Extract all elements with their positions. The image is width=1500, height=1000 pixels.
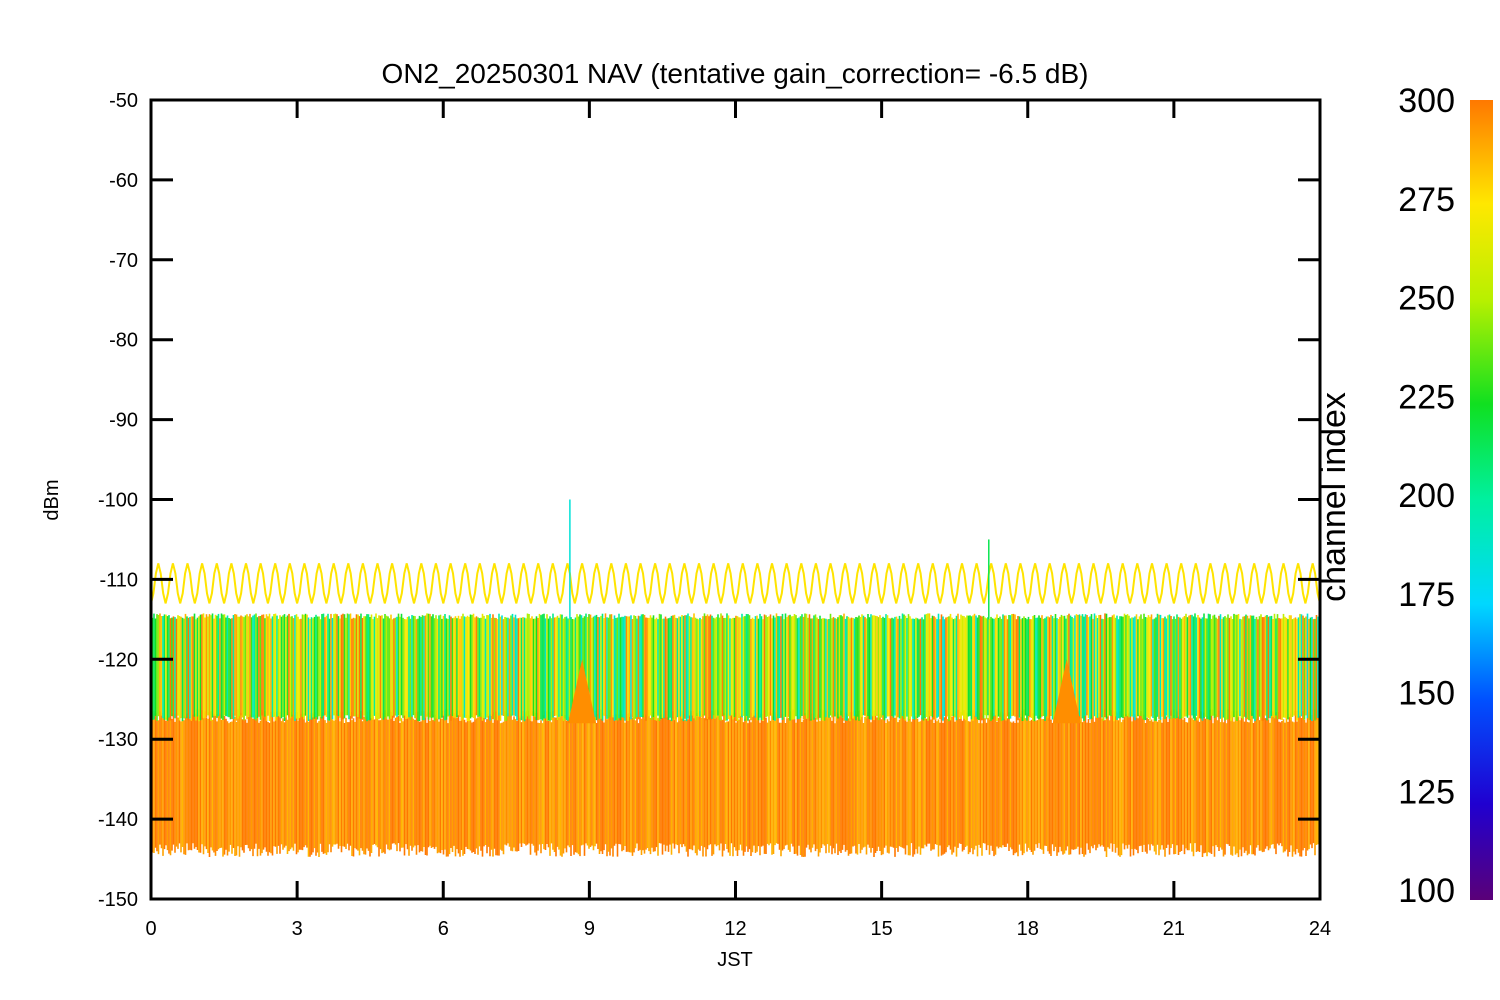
colorbar: 300 275 250 225 200 175 150 125 100 channel inde…	[1315, 82, 1493, 910]
colorbar-tick-label: 225	[1398, 378, 1455, 416]
band-noise-floor	[151, 709, 1320, 858]
x-tick-label: 21	[1163, 918, 1185, 940]
colorbar-gradient	[1470, 100, 1493, 900]
x-axis-label: JST	[717, 949, 753, 971]
colorbar-label: channel index	[1315, 392, 1353, 602]
band-mid-band	[151, 613, 1320, 722]
colorbar-tick-label: 100	[1398, 872, 1455, 910]
y-tick-label: -120	[98, 649, 138, 671]
y-axis: -50 -60 -70 -80 -90 -100 -110 -120 -130 -140 -150	[98, 90, 1320, 911]
colorbar-tick-label: 125	[1398, 773, 1455, 811]
y-tick-label: -110	[99, 569, 138, 591]
x-tick-label: 18	[1017, 918, 1039, 940]
x-tick-label: 3	[292, 918, 303, 940]
colorbar-tick-label: 300	[1398, 82, 1455, 120]
y-axis-label: dBm	[41, 479, 63, 520]
colorbar-tick-label: 200	[1398, 477, 1455, 515]
colorbar-tick-label: 175	[1398, 576, 1455, 614]
y-tick-label: -130	[98, 729, 138, 751]
band-periodic-peaks	[151, 563, 1320, 604]
plot-data-layer	[151, 499, 1320, 858]
y-tick-label: -50	[109, 90, 138, 112]
y-tick-label: -150	[98, 889, 138, 911]
colorbar-ticks: 300 275 250 225 200 175 150 125 100	[1398, 82, 1455, 910]
x-tick-label: 24	[1309, 918, 1331, 940]
y-tick-label: -90	[109, 410, 138, 432]
x-tick-label: 6	[438, 918, 449, 940]
x-tick-label: 12	[724, 918, 746, 940]
y-tick-label: -140	[98, 809, 138, 831]
y-tick-label: -80	[109, 330, 138, 352]
colorbar-tick-label: 150	[1398, 675, 1455, 713]
x-axis: 0 3 6 9 12 15 18 21 24	[145, 100, 1331, 940]
colorbar-tick-label: 275	[1398, 181, 1455, 219]
peak-1	[568, 659, 597, 724]
x-tick-label: 9	[584, 918, 595, 940]
chart-title: ON2_20250301 NAV (tentative gain_correct…	[382, 58, 1089, 89]
colorbar-tick-label: 250	[1398, 280, 1455, 318]
x-tick-label: 15	[871, 918, 893, 940]
y-tick-label: -70	[109, 250, 138, 272]
x-tick-label: 0	[145, 918, 156, 940]
y-tick-label: -60	[109, 170, 138, 192]
peak-2	[1052, 659, 1081, 724]
y-tick-label: -100	[98, 490, 138, 512]
